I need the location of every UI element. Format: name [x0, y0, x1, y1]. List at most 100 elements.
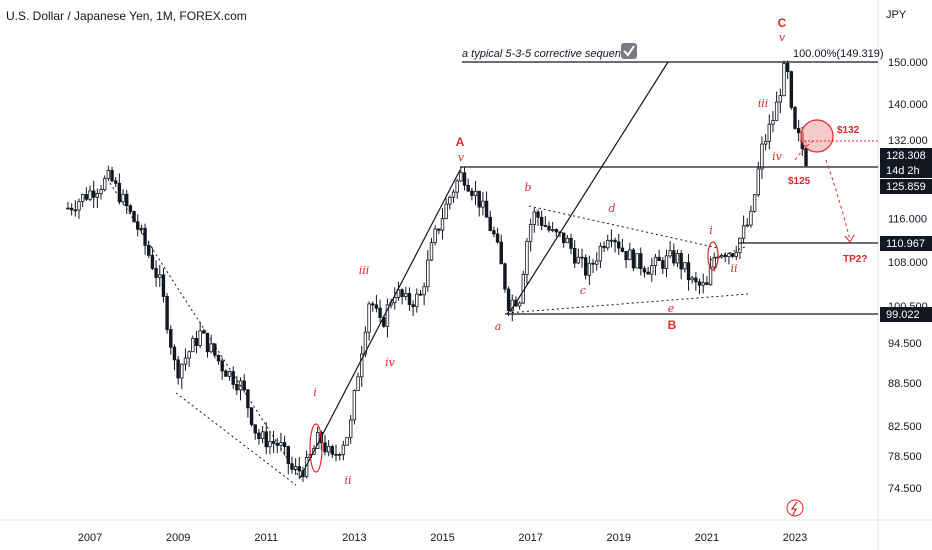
candle-body	[580, 256, 584, 259]
candle-body	[91, 190, 96, 198]
candle-body	[675, 253, 680, 264]
y-tick-label: 150.000	[888, 57, 928, 69]
candle-body	[584, 257, 588, 276]
candle-body	[617, 241, 621, 249]
candlestick-series	[66, 60, 808, 482]
candle-body	[539, 216, 544, 226]
price-box-111: 110.967	[880, 236, 932, 251]
wave-label-d: d	[608, 202, 615, 215]
candle-body	[260, 431, 265, 440]
event-flag-icon[interactable]	[786, 499, 804, 517]
candle-body	[297, 466, 301, 472]
candle-body	[143, 227, 147, 246]
y-tick-label: 82.500	[888, 421, 922, 433]
candle-body	[547, 225, 551, 231]
candle-body	[400, 289, 404, 297]
plot-area[interactable]	[0, 0, 878, 520]
x-tick-label: 2013	[342, 532, 366, 544]
candle-body	[253, 424, 257, 434]
candle-body	[231, 371, 235, 385]
candle-body	[235, 383, 239, 391]
countdown-box: 14d 2h	[880, 163, 932, 178]
candle-body	[444, 203, 448, 219]
wave-label-e: e	[668, 302, 675, 315]
wave-label-C: C	[778, 16, 787, 30]
candle-body	[631, 249, 636, 269]
candle-body	[488, 216, 492, 232]
candle-body	[756, 168, 760, 196]
candle-body	[337, 454, 342, 456]
candle-body	[279, 442, 283, 446]
candle-body	[455, 180, 459, 193]
candle-body	[407, 292, 412, 306]
candle-body	[205, 332, 210, 353]
wave-C-projection	[509, 61, 669, 313]
candle-body	[227, 371, 232, 377]
candle-body	[132, 211, 136, 223]
candle-body	[66, 207, 70, 210]
candle-body	[117, 182, 122, 203]
x-tick-label: 2023	[783, 532, 807, 544]
wave-label-b: b	[524, 181, 531, 194]
candle-body	[749, 210, 753, 226]
price-box-128: 128.308	[880, 148, 932, 163]
candle-body	[385, 304, 390, 327]
candle-body	[657, 256, 661, 262]
x-tick-label: 2011	[254, 532, 278, 544]
candle-body	[286, 446, 290, 465]
x-tick-label: 2017	[518, 532, 542, 544]
wave-label-A: A	[456, 135, 465, 149]
candle-body	[771, 120, 775, 125]
candle-body	[411, 304, 415, 308]
upper-downtrend-line	[109, 182, 301, 479]
candle-body	[606, 240, 610, 249]
wave-label-iii-2013: iii	[359, 264, 370, 277]
chart-title: U.S. Dollar / Japanese Yen, 1M, FOREX.co…	[6, 9, 247, 23]
candle-body	[176, 359, 180, 379]
candle-body	[198, 330, 202, 346]
svg-text:110.967: 110.967	[886, 238, 925, 250]
candle-body	[128, 205, 133, 212]
candle-body	[543, 224, 548, 227]
candle-body	[165, 296, 169, 330]
candle-body	[448, 196, 452, 205]
wave-label-v-C: v	[779, 31, 786, 44]
candle-body	[686, 262, 691, 281]
candle-body	[723, 254, 727, 258]
candle-body	[418, 293, 423, 296]
candle-body	[484, 200, 489, 218]
candle-body	[646, 271, 650, 275]
candle-body	[95, 193, 100, 198]
candle-body	[451, 191, 456, 198]
target-label-125: $125	[788, 176, 811, 187]
wave-label-i-2012: i	[313, 386, 317, 399]
candle-body	[330, 446, 335, 455]
candle-body	[290, 463, 294, 470]
candle-body	[694, 277, 698, 283]
svg-text:128.308: 128.308	[886, 150, 926, 162]
candle-body	[738, 237, 742, 253]
wave-label-iii-2022: iii	[758, 97, 769, 110]
candle-body	[371, 303, 375, 306]
candle-body	[804, 148, 808, 167]
candle-body	[121, 193, 125, 203]
candle-body	[393, 297, 397, 304]
candle-body	[620, 247, 625, 252]
candle-body	[106, 170, 111, 179]
candle-body	[554, 229, 559, 233]
candle-body	[437, 228, 441, 231]
currency-label: JPY	[886, 9, 907, 21]
y-tick-label: 140.000	[888, 99, 928, 111]
candle-body	[216, 354, 221, 362]
candle-body	[517, 302, 522, 307]
candle-body	[727, 253, 731, 258]
candle-body	[536, 211, 540, 218]
candle-body	[650, 265, 654, 275]
candle-body	[169, 329, 173, 348]
y-tick-label: 88.500	[888, 378, 922, 390]
candle-body	[125, 193, 129, 207]
target-path-2	[825, 159, 851, 241]
candle-body	[433, 228, 437, 244]
candle-body	[705, 282, 709, 286]
